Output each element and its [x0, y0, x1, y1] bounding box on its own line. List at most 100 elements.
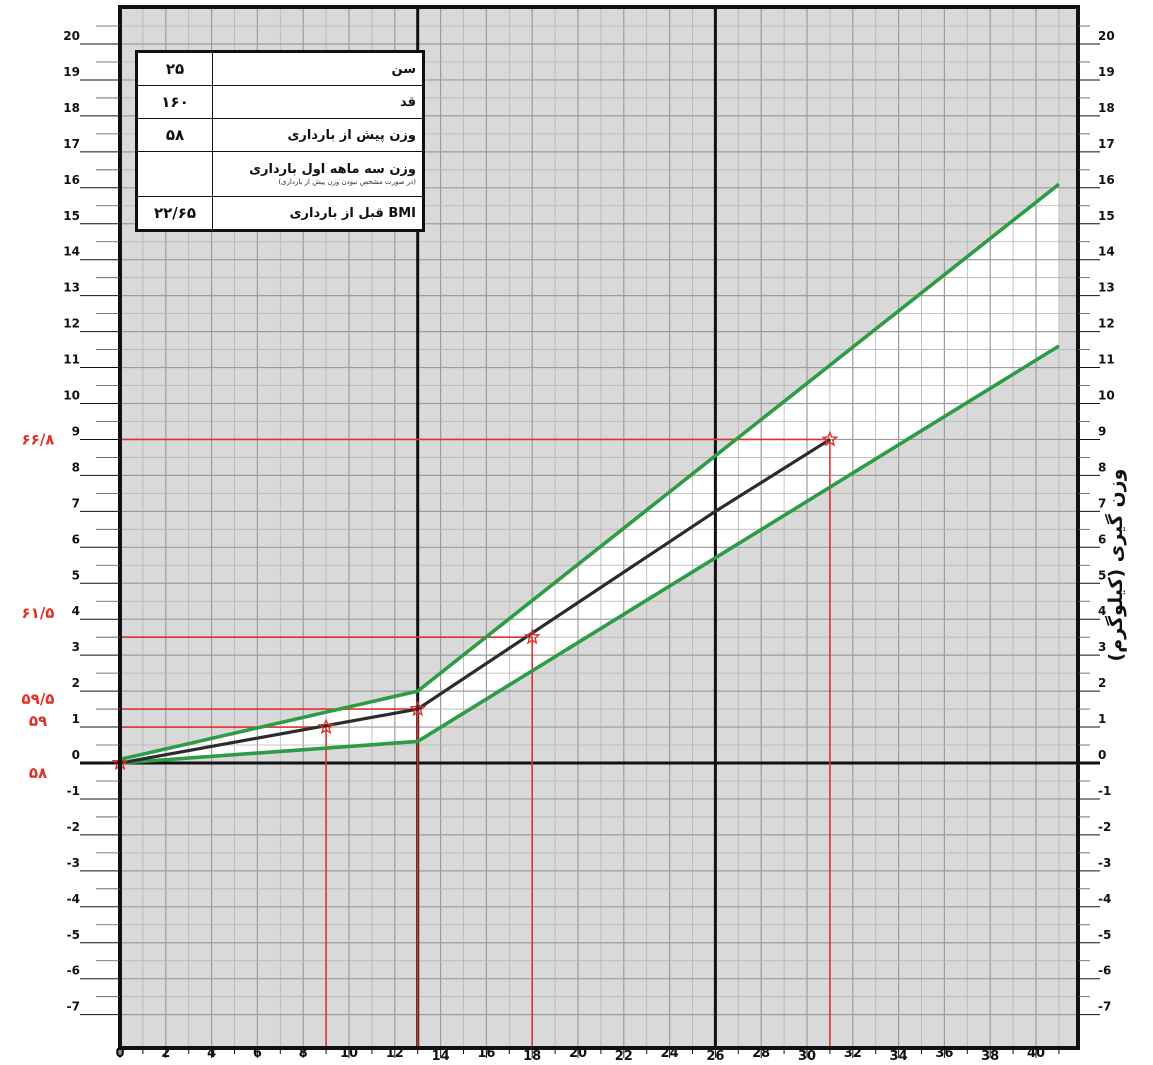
- info-value-height: ۱۶۰: [136, 85, 213, 119]
- y-tick-label-right: 12: [1098, 317, 1115, 331]
- y-tick-label-right: 5: [1098, 568, 1106, 582]
- info-note-first-trimester: (در صورت مشخص نبودن وزن پیش از بارداری): [278, 178, 416, 186]
- y-tick-label-right: 0: [1098, 748, 1106, 762]
- y-tick-label-left: 3: [72, 640, 80, 654]
- x-tick-label: 0: [115, 1046, 124, 1061]
- measured-weight-label: ۵۸: [29, 764, 47, 782]
- y-tick-label-left: 11: [63, 353, 80, 367]
- x-tick-label: 32: [844, 1046, 862, 1061]
- expected-line: [119, 438, 831, 765]
- y-tick-label-right: -2: [1098, 820, 1111, 834]
- y-tick-label-right: 19: [1098, 65, 1115, 79]
- x-tick-label: 18: [523, 1049, 541, 1061]
- x-tick-label: 36: [935, 1046, 953, 1061]
- x-tick-label: 30: [798, 1049, 816, 1061]
- y-tick-label-right: -6: [1098, 964, 1111, 978]
- y-tick-label-left: -4: [67, 892, 80, 906]
- measured-weight-label: ۵۹: [29, 712, 47, 730]
- y-tick-label-left: 2: [72, 676, 80, 690]
- x-tick-label: 38: [981, 1049, 999, 1061]
- y-tick-label-left: 12: [63, 317, 80, 331]
- y-tick-label-right: 20: [1098, 29, 1115, 43]
- x-tick-label: 28: [752, 1046, 770, 1061]
- measurement-point: [821, 430, 839, 447]
- y-tick-label-right: 9: [1098, 424, 1106, 438]
- y-tick-label-left: 1: [72, 712, 80, 726]
- x-tick-label: 16: [477, 1046, 495, 1061]
- y-tick-label-right: 3: [1098, 640, 1106, 654]
- x-tick-label: 34: [890, 1049, 908, 1061]
- y-tick-label-right: 6: [1098, 532, 1106, 546]
- info-label-prepregnancy-weight: وزن پیش از بارداری: [212, 118, 424, 152]
- y-tick-label-right: 16: [1098, 173, 1115, 187]
- y-tick-label-left: 17: [63, 137, 80, 151]
- y-tick-label-left: 16: [63, 173, 80, 187]
- y-tick-label-right: -1: [1098, 784, 1111, 798]
- y-tick-label-right: 18: [1098, 101, 1115, 115]
- y-tick-label-left: 8: [72, 460, 80, 474]
- y-tick-label-right: 8: [1098, 460, 1106, 474]
- y-tick-label-left: 20: [63, 29, 80, 43]
- y-tick-label-right: 1: [1098, 712, 1106, 726]
- x-tick-label: 2: [161, 1046, 170, 1061]
- measurement-point: [317, 718, 335, 735]
- y-tick-label-left: 14: [63, 245, 80, 259]
- x-tick-label: 4: [207, 1046, 216, 1061]
- y-tick-label-left: 13: [63, 281, 80, 295]
- info-label-first-trimester-weight: وزن سه ماهه اول بارداری (در صورت مشخص نب…: [212, 151, 424, 197]
- x-tick-label: 10: [340, 1046, 358, 1061]
- measured-weight-label: ۵۹/۵: [22, 690, 55, 708]
- x-tick-label: 24: [661, 1046, 679, 1061]
- info-value-first-trimester-weight: [136, 151, 213, 197]
- y-tick-label-right: -7: [1098, 1000, 1111, 1014]
- y-tick-label-left: 10: [63, 389, 80, 403]
- y-tick-label-left: -5: [67, 928, 80, 942]
- y-tick-label-right: 17: [1098, 137, 1115, 151]
- x-tick-label: 22: [615, 1049, 633, 1061]
- info-label-bmi: BMI قبل از بارداری: [212, 196, 424, 231]
- y-tick-label-left: -6: [67, 964, 80, 978]
- y-tick-label-right: 4: [1098, 604, 1106, 618]
- y-tick-label-left: 15: [63, 209, 80, 223]
- y-tick-label-right: 7: [1098, 496, 1106, 510]
- y-tick-label-right: 2: [1098, 676, 1106, 690]
- info-row-prepregnancy-weight: وزن پیش از بارداری ۵۸: [136, 118, 424, 152]
- info-value-age: ۲۵: [136, 51, 213, 86]
- info-row-height: قد ۱۶۰: [136, 85, 424, 119]
- y-tick-label-left: -1: [67, 784, 80, 798]
- y-tick-label-right: 10: [1098, 389, 1115, 403]
- info-row-first-trimester-weight: وزن سه ماهه اول بارداری (در صورت مشخص نب…: [136, 151, 424, 197]
- x-tick-label: 26: [706, 1049, 724, 1061]
- y-tick-label-left: 4: [72, 604, 80, 618]
- x-tick-label: 40: [1027, 1046, 1045, 1061]
- y-tick-label-left: 0: [72, 748, 80, 762]
- x-tick-label: 6: [253, 1046, 262, 1061]
- measured-weight-label: ۶۶/۸: [22, 430, 55, 448]
- x-tick-label: 12: [386, 1046, 404, 1061]
- y-tick-label-right: -5: [1098, 928, 1111, 942]
- measured-weight-label: ۶۱/۵: [22, 604, 55, 622]
- plot-frame: [118, 5, 1080, 1050]
- y-tick-label-right: 13: [1098, 281, 1115, 295]
- measurement-point: [409, 700, 427, 717]
- y-tick-label-right: 11: [1098, 353, 1115, 367]
- info-label-height: قد: [212, 85, 424, 119]
- patient-info-table: سن ۲۵ قد ۱۶۰ وزن پیش از بارداری ۵۸ وزن س…: [135, 50, 425, 232]
- y-tick-label-left: 6: [72, 532, 80, 546]
- x-tick-label: 8: [299, 1046, 308, 1061]
- info-row-age: سن ۲۵: [136, 51, 424, 86]
- y-tick-label-left: -2: [67, 820, 80, 834]
- y-tick-label-left: -7: [67, 1000, 80, 1014]
- x-tick-label: 20: [569, 1046, 587, 1061]
- info-value-bmi: ۲۲/۶۵: [136, 196, 213, 231]
- upper-limit-line: [119, 182, 1061, 762]
- lower-limit-line: [119, 344, 1060, 765]
- y-tick-label-right: -4: [1098, 892, 1111, 906]
- x-tick-label: 14: [432, 1049, 450, 1061]
- y-tick-label-left: -3: [67, 856, 80, 870]
- info-value-prepregnancy-weight: ۵۸: [136, 118, 213, 152]
- info-label-age: سن: [212, 51, 424, 86]
- measurement-point: [523, 628, 541, 645]
- y-tick-label-right: 14: [1098, 245, 1115, 259]
